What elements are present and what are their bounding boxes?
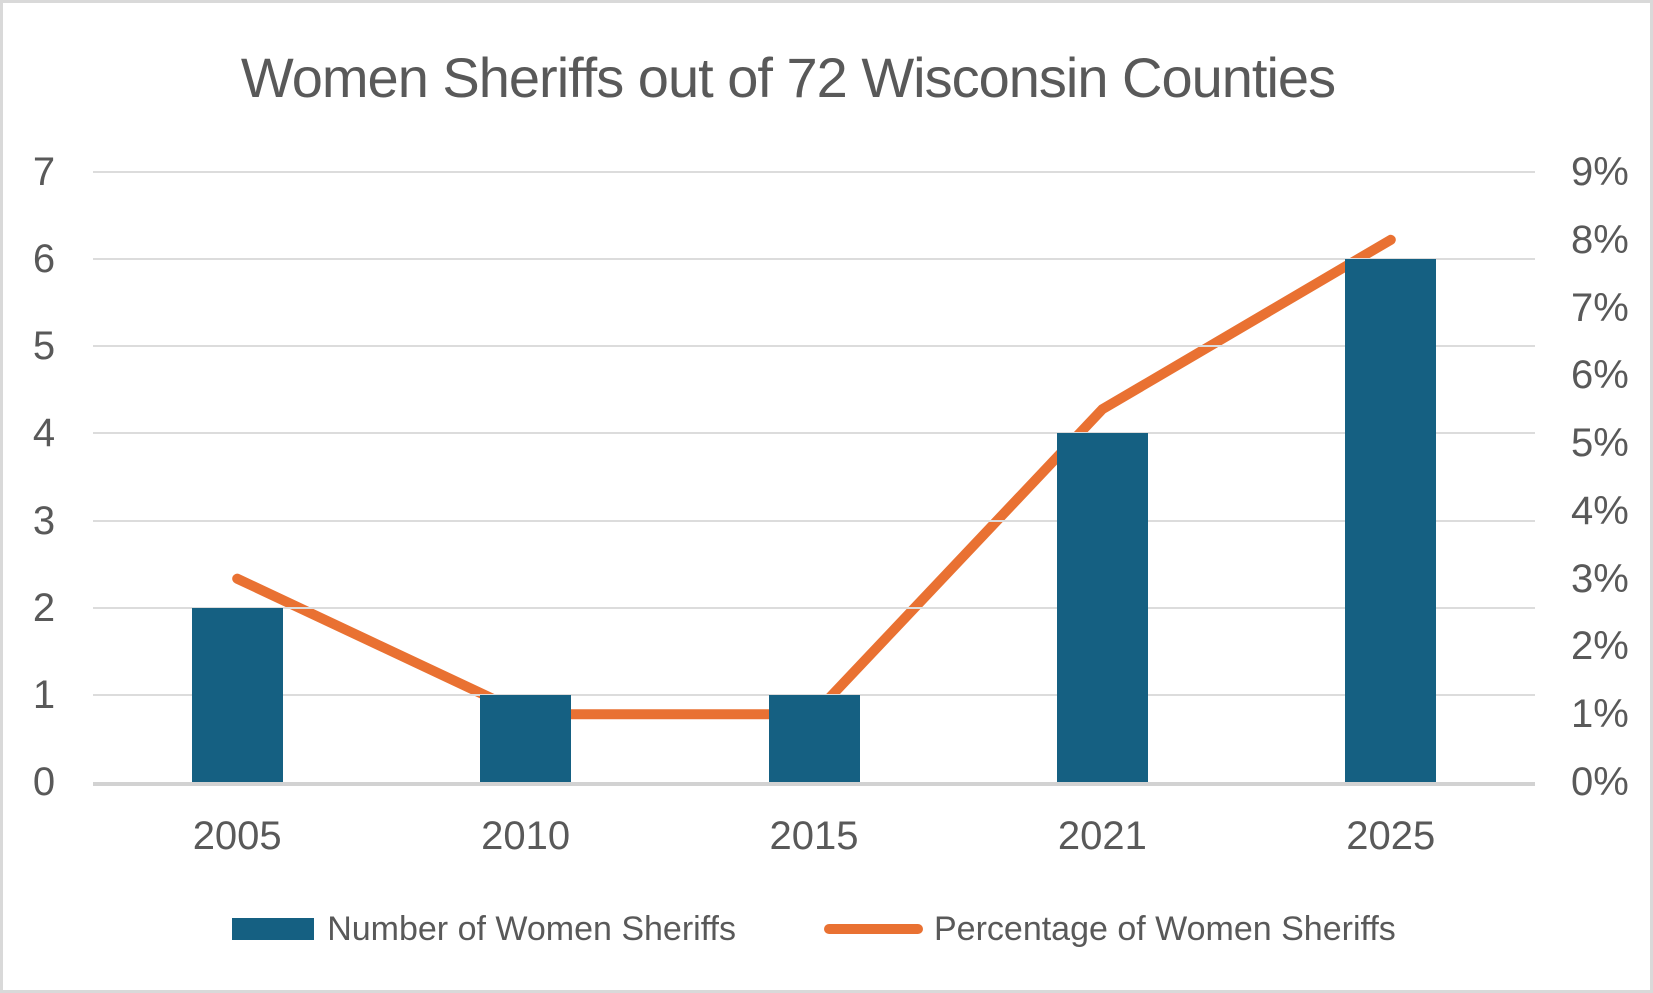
left-axis-tick-6: 6 [32, 237, 56, 282]
x-axis-label-2005: 2005 [192, 814, 282, 858]
x-axis-label-2010: 2010 [481, 814, 571, 858]
chart-title: Women Sheriffs out of 72 Wisconsin Count… [240, 46, 1336, 109]
right-axis-tick-4%: 4% [1571, 488, 1629, 533]
bar-2025 [1345, 259, 1437, 782]
gridline [93, 171, 1535, 173]
legend-entry-bars: Number of Women Sheriffs [232, 910, 736, 949]
bar-2005 [191, 607, 283, 782]
right-axis-tick-2%: 2% [1571, 624, 1629, 669]
bar-2015 [768, 694, 860, 782]
bar-series-label: Number of Women Sheriffs [327, 909, 736, 948]
left-axis-tick-7: 7 [32, 150, 56, 194]
legend-entry-line: Percentage of Women Sheriffs [824, 910, 1396, 949]
bar-2021 [1056, 433, 1148, 782]
line-series-swatch [824, 924, 923, 934]
gridline [93, 693, 1535, 696]
gridline [93, 345, 1535, 348]
right-axis-tick-1%: 1% [1571, 692, 1629, 737]
left-axis-tick-3: 3 [32, 498, 56, 543]
left-axis-tick-4: 4 [32, 411, 56, 456]
right-axis-tick-8%: 8% [1571, 217, 1629, 262]
right-axis-tick-9%: 9% [1571, 150, 1629, 194]
right-axis-tick-6%: 6% [1571, 353, 1629, 398]
line-series-label: Percentage of Women Sheriffs [934, 909, 1396, 948]
left-axis-tick-0: 0 [32, 760, 56, 804]
gridline [93, 519, 1535, 522]
right-axis-tick-0%: 0% [1571, 760, 1629, 804]
left-axis-tick-1: 1 [32, 672, 56, 717]
gridline [93, 606, 1535, 609]
chart-legend: Number of Women Sheriffs Percentage of W… [93, 902, 1535, 956]
x-axis-label-2021: 2021 [1057, 814, 1147, 858]
right-axis-tick-5%: 5% [1571, 421, 1629, 466]
bar-2010 [480, 694, 572, 782]
x-axis-baseline [93, 782, 1535, 786]
gridline [93, 258, 1535, 261]
bar-series-swatch [232, 918, 315, 940]
x-axis-label-2025: 2025 [1346, 814, 1436, 858]
x-axis-label-2015: 2015 [769, 814, 859, 858]
gridline [93, 432, 1535, 435]
right-axis-tick-3%: 3% [1571, 556, 1629, 601]
right-axis-tick-7%: 7% [1571, 285, 1629, 330]
left-axis-tick-5: 5 [32, 324, 56, 369]
plot-area [93, 171, 1535, 786]
percentage-line [232, 234, 1396, 720]
left-axis-tick-2: 2 [32, 585, 56, 630]
